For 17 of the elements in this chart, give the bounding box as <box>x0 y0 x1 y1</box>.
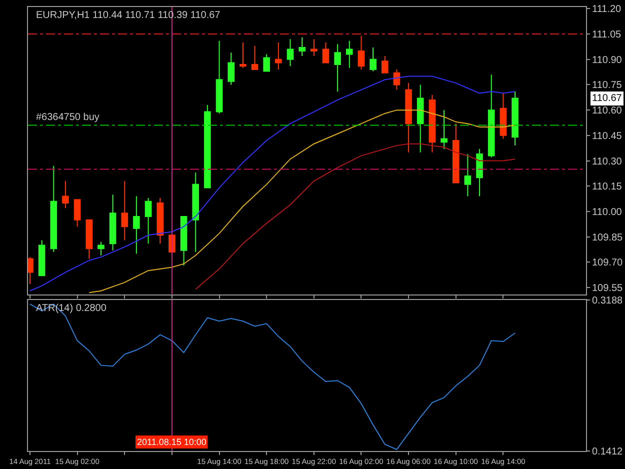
y-tick-label: 110.90 <box>592 54 622 66</box>
y-tick-label: 110.60 <box>592 106 622 117</box>
y-tick-label: 111.20 <box>592 4 622 16</box>
y-tick-label: 109.85 <box>592 232 624 244</box>
ref-line-label: 2011.08.15 10:00 <box>137 437 206 447</box>
y-tick-label: 110.45 <box>592 130 622 142</box>
y-tick-label: 111.05 <box>592 30 622 41</box>
y-tick-label: 109.70 <box>592 258 624 269</box>
text: 110.67 <box>592 93 622 104</box>
y-tick-label: 110.30 <box>592 156 622 168</box>
y-tick-label: 0.3188 <box>592 296 624 307</box>
y-tick-label: 110.00 <box>592 206 622 218</box>
y-tick-label: 110.15 <box>592 182 622 193</box>
y-tick-label: 110.75 <box>592 80 622 92</box>
y-tick-label: 109.55 <box>592 283 624 294</box>
y-tick-label: 0.1412 <box>592 446 624 458</box>
ref-line-label: #6364750 buy <box>36 112 100 123</box>
